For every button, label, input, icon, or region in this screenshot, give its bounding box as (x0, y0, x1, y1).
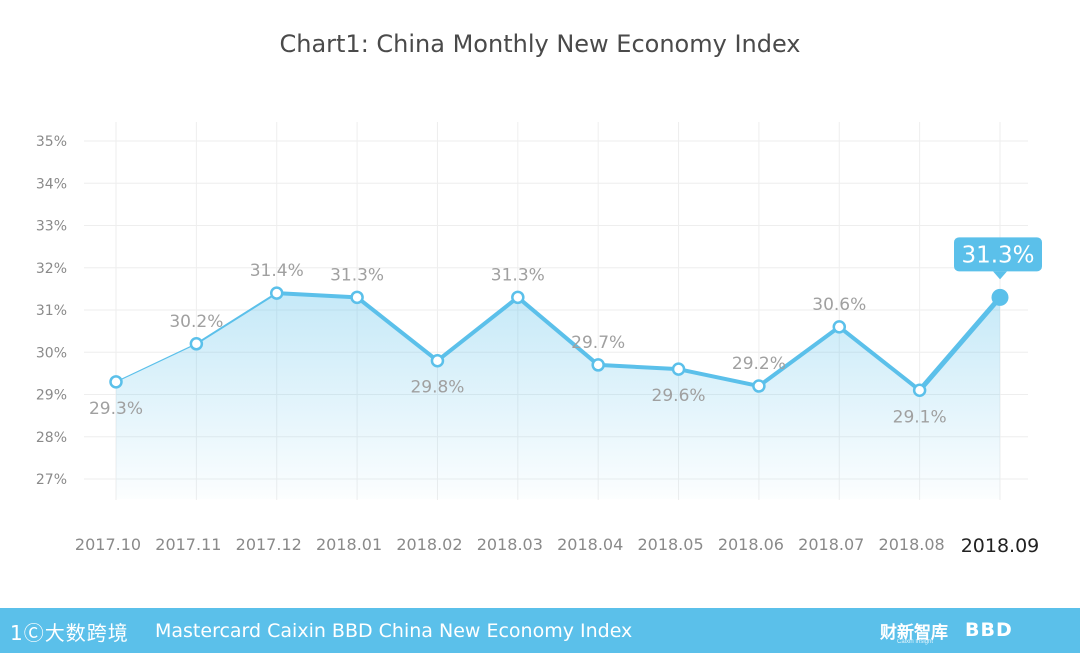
data-label: 31.4% (250, 261, 304, 281)
chart-title: Chart1: China Monthly New Economy Index (279, 30, 801, 58)
line-segment (274, 291, 360, 300)
y-tick-label: 28% (36, 430, 67, 446)
line-segment (596, 362, 681, 372)
axis-layer: 27% 28% 29% 30% 31% 32% 33% 34% 35% 2017.10 2017.1… (36, 134, 1039, 557)
line-segment (195, 292, 278, 345)
line-segment (435, 295, 520, 363)
x-tick-label: 2018.04 (557, 535, 623, 554)
y-tick-label: 27% (36, 472, 67, 488)
footer-title: Mastercard Caixin BBD China New Economy … (155, 620, 633, 642)
data-point (511, 290, 525, 305)
data-label: 29.1% (893, 407, 947, 427)
point-layer (109, 286, 1009, 398)
area-layer (116, 293, 1000, 499)
x-tick-label: 2018.07 (798, 535, 864, 554)
data-point (109, 375, 123, 389)
label-layer: 29.3% 30.2% 31.4% 31.3% 29.8% 31.3% 29.7% 29.6%… (89, 237, 1042, 427)
highlight-callout-pointer (993, 271, 1007, 280)
data-label: 29.8% (410, 378, 464, 398)
y-tick-label: 30% (36, 345, 67, 361)
line-segment (355, 295, 440, 363)
data-point (269, 286, 284, 300)
y-tick-label: 33% (36, 219, 67, 235)
highlight-value-label: 31.3% (961, 242, 1034, 268)
highlight-callout (954, 237, 1042, 272)
data-label: 30.6% (812, 295, 866, 315)
line-segment (676, 367, 761, 389)
data-point (671, 362, 686, 376)
x-tick-label: 2018.06 (718, 535, 784, 554)
line-segment (837, 324, 922, 393)
data-label: 29.3% (89, 399, 143, 419)
dashujujing-logo: 1Ⓒ大数跨境 (10, 621, 129, 645)
data-label: 31.3% (491, 265, 545, 285)
data-point (752, 379, 766, 393)
y-tick-label: 35% (36, 134, 67, 150)
line-segment (115, 343, 197, 383)
line-segment (515, 295, 601, 367)
x-tick-label: 2017.12 (236, 535, 302, 554)
x-tick-label: 2017.10 (75, 535, 141, 554)
bbd-logo: BBD (965, 619, 1013, 641)
x-tick-label-highlight: 2018.09 (961, 535, 1040, 557)
data-label: 31.3% (330, 265, 384, 285)
caixin-insight-sublabel: Caixin Insight (897, 639, 934, 645)
y-tick-label: 34% (36, 176, 67, 192)
data-label: 29.2% (732, 354, 786, 374)
y-tick-label: 32% (36, 261, 67, 277)
data-point (189, 337, 204, 351)
data-label: 29.7% (571, 333, 625, 353)
x-tick-label: 2018.03 (477, 535, 543, 554)
x-tick-label: 2018.08 (879, 535, 945, 554)
data-label: 29.6% (652, 386, 706, 406)
data-point (832, 320, 847, 334)
data-point-highlight (991, 288, 1009, 306)
line-segment (756, 324, 842, 389)
data-label: 30.2% (169, 312, 223, 332)
data-point (350, 290, 364, 305)
x-tick-label: 2018.02 (396, 535, 462, 554)
x-tick-label: 2018.01 (316, 535, 382, 554)
data-point (591, 358, 605, 372)
area-fill (116, 293, 1000, 499)
footer-bar: 1Ⓒ大数跨境 Mastercard Caixin BBD China New E… (0, 608, 1080, 653)
x-tick-label: 2018.05 (637, 535, 703, 554)
line-segment (917, 294, 1003, 393)
line-layer (115, 291, 1003, 393)
x-tick-label: 2017.11 (155, 535, 221, 554)
y-tick-label: 29% (36, 388, 67, 404)
data-point (912, 383, 927, 398)
y-tick-label: 31% (36, 303, 67, 319)
data-point (430, 353, 445, 368)
line-chart: 29.3% 30.2% 31.4% 31.3% 29.8% 31.3% 29.7% 29.6%… (36, 122, 1042, 557)
caixin-insight-logo: 财新智库 (880, 623, 948, 643)
